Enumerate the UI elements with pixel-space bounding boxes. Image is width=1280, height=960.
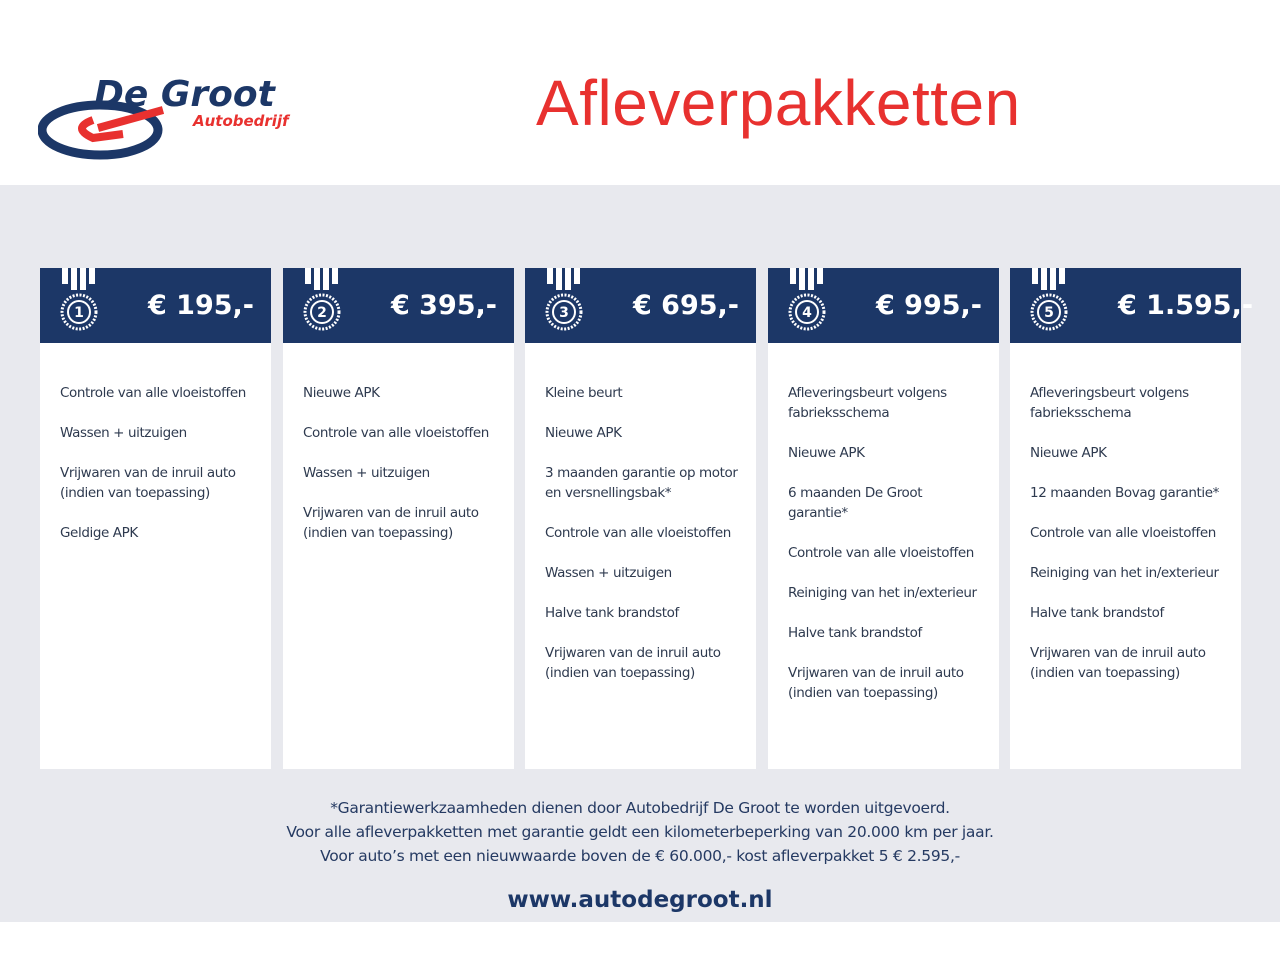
package-item: Afleveringsbeurt volgens fabrieksschema — [788, 385, 947, 421]
package-item: Wassen + uitzuigen — [60, 425, 187, 441]
package-item: Vrijwaren van de inruil auto (indien van… — [545, 645, 721, 681]
medal-number: 2 — [317, 305, 327, 321]
header: De Groot Autobedrijf Afleverpakketten — [0, 0, 1280, 185]
svg-text:De Groot: De Groot — [94, 74, 277, 115]
footer-note-1: *Garantiewerkzaamheden dienen door Autob… — [330, 799, 950, 817]
package-header: 4 € 995,- — [768, 268, 999, 343]
package-item: Nieuwe APK — [788, 445, 865, 461]
package-item: Vrijwaren van de inruil auto (indien van… — [788, 665, 964, 701]
package-item: Halve tank brandstof — [788, 625, 922, 641]
package-header: 1 € 195,- — [40, 268, 271, 343]
package-item: Kleine beurt — [545, 385, 623, 401]
package-price: € 195,- — [148, 290, 255, 321]
package-item: Vrijwaren van de inruil auto (indien van… — [1030, 645, 1206, 681]
package-item: Controle van alle vloeistoffen — [1030, 525, 1216, 541]
package-header: 3 € 695,- — [525, 268, 756, 343]
package-item: 12 maanden Bovag garantie* — [1030, 485, 1220, 501]
footer-note-3: Voor auto’s met een nieuwwaarde boven de… — [320, 847, 960, 865]
package-item: Vrijwaren van de inruil auto (indien van… — [60, 465, 236, 501]
medal-number: 1 — [74, 305, 84, 321]
package-header: 2 € 395,- — [283, 268, 514, 343]
package-price: € 1.595,- — [1118, 290, 1254, 321]
package-item: Controle van alle vloeistoffen — [60, 385, 246, 401]
footer-note-2: Voor alle afleverpakketten met garantie … — [286, 823, 994, 841]
package-item: Nieuwe APK — [303, 385, 380, 401]
package-item: Afleveringsbeurt volgens fabrieksschema — [1030, 385, 1189, 421]
package-item: 6 maanden De Groot garantie* — [788, 485, 923, 521]
de-groot-logo: De Groot Autobedrijf — [38, 74, 291, 160]
package-item: Controle van alle vloeistoffen — [303, 425, 489, 441]
package-price: € 995,- — [876, 290, 983, 321]
website-link[interactable]: www.autodegroot.nl — [507, 887, 773, 913]
medal-icon: 5 — [1030, 268, 1068, 331]
medal-number: 5 — [1044, 305, 1054, 321]
package-item: Controle van alle vloeistoffen — [545, 525, 731, 541]
medal-icon: 3 — [545, 268, 583, 331]
package-item: Controle van alle vloeistoffen — [788, 545, 974, 561]
medal-number: 4 — [802, 305, 812, 321]
package-card: 4 € 995,- Afleveringsbeurt volgens fabrie… — [768, 268, 999, 769]
package-item: Geldige APK — [60, 525, 138, 541]
package-price: € 695,- — [633, 290, 740, 321]
package-card: 3 € 695,- Kleine beurt Nieuwe APK 3 maanden… — [525, 268, 756, 769]
package-item: Wassen + uitzuigen — [545, 565, 672, 581]
svg-text:Autobedrijf: Autobedrijf — [192, 112, 291, 130]
page-title: Afleverpakketten — [536, 67, 1021, 139]
package-card: 1 € 195,- Controle van alle vloeistoffen W… — [40, 268, 271, 769]
medal-icon: 4 — [788, 268, 826, 331]
package-item: Halve tank brandstof — [545, 605, 679, 621]
package-item: Nieuwe APK — [545, 425, 622, 441]
package-item: Wassen + uitzuigen — [303, 465, 430, 481]
package-card: 5 € 1.595,- Afleveringsbeurt volgens fabr… — [1010, 268, 1253, 769]
package-item: Nieuwe APK — [1030, 445, 1107, 461]
package-item: Reiniging van het in/exterieur — [788, 585, 977, 601]
package-item: Halve tank brandstof — [1030, 605, 1164, 621]
package-item: Reiniging van het in/exterieur — [1030, 565, 1219, 581]
medal-icon: 2 — [303, 268, 341, 331]
medal-icon: 1 — [60, 268, 98, 331]
package-price: € 395,- — [391, 290, 498, 321]
package-header: 5 € 1.595,- — [1010, 268, 1253, 343]
package-item: 3 maanden garantie op motor en versnelli… — [545, 465, 738, 501]
package-card: 2 € 395,- Nieuwe APK Controle van alle vlo… — [283, 268, 514, 769]
medal-number: 3 — [559, 305, 569, 321]
package-item: Vrijwaren van de inruil auto (indien van… — [303, 505, 479, 541]
